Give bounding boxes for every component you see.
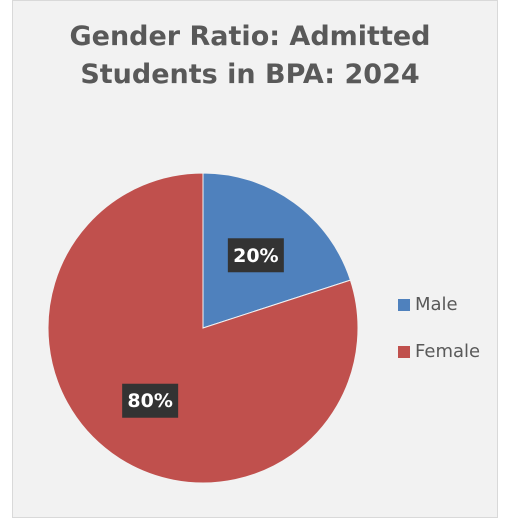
legend-label: Male [415,294,458,315]
data-label: 20% [233,245,278,267]
data-label-box [122,383,179,418]
legend-label: Female [415,341,480,362]
legend-swatch [398,299,410,311]
data-label-box [227,238,284,273]
legend-swatch [398,346,410,358]
chart-title: Gender Ratio: Admitted Students in BPA: … [69,21,431,90]
data-label: 80% [127,390,172,412]
